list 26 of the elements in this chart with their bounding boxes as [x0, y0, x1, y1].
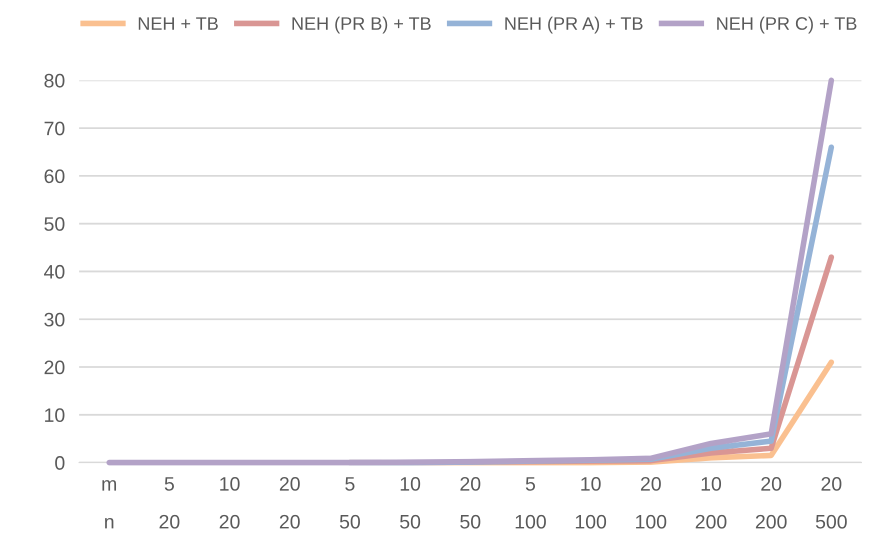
category-label: 5 50 — [340, 477, 360, 529]
category-label: 20 100 — [636, 476, 666, 529]
category-label: 20 50 — [460, 476, 480, 529]
legend-label: NEH (PR B) + TB — [292, 16, 431, 34]
y-tick-label: 20 — [44, 360, 64, 374]
legend-label: NEH (PR C) + TB — [717, 16, 856, 34]
y-tick-label: 60 — [44, 169, 64, 184]
y-tick-label: 0 — [55, 456, 64, 470]
category-label: 20 20 — [280, 476, 300, 529]
category-label: 5 100 — [516, 477, 546, 529]
y-tick-label: 70 — [44, 122, 64, 136]
category-label: m n — [102, 480, 116, 528]
category-label: 5 20 — [160, 477, 180, 529]
category-label: 20 500 — [816, 476, 847, 529]
y-tick-label: 10 — [45, 408, 64, 422]
category-label: 20 200 — [756, 476, 787, 529]
y-tick-label: 30 — [44, 312, 64, 326]
legend-label: NEH (PR A) + TB — [505, 16, 643, 34]
legend-label: NEH + TB — [138, 17, 218, 30]
category-label: 10 20 — [220, 476, 240, 529]
category-label: 10 200 — [696, 476, 726, 529]
category-label: 10 50 — [400, 476, 420, 529]
y-tick-label: 50 — [44, 217, 64, 231]
category-label: 10 100 — [576, 476, 606, 529]
y-tick-label: 80 — [44, 74, 64, 88]
y-tick-label: 40 — [44, 264, 64, 279]
